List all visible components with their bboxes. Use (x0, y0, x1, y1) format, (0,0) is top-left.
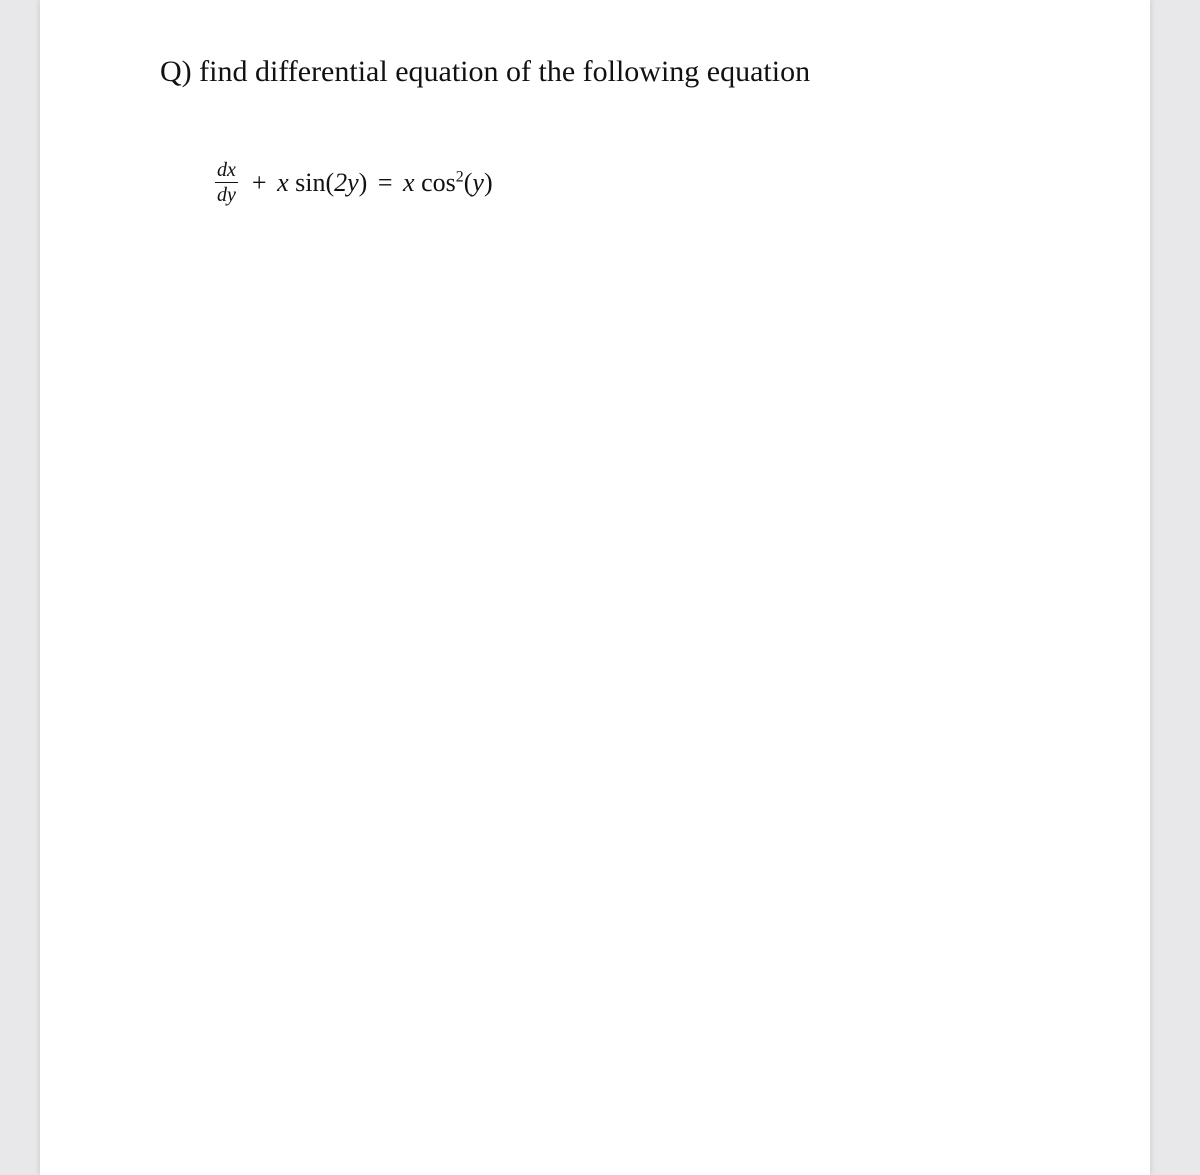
cos-function: cos (421, 168, 456, 197)
cos-exponent: 2 (456, 168, 464, 185)
equation-body: + x sin(2y) = x cos2(y) (248, 168, 493, 198)
equation: dx dy + x sin(2y) = x cos2(y) (215, 160, 493, 205)
fraction-dx-dy: dx dy (215, 160, 238, 205)
close-paren-2: ) (484, 168, 493, 197)
open-paren-1: ( (325, 168, 334, 197)
question-text: find differential equation of the follow… (199, 55, 810, 88)
question-line: Q) find differential equation of the fol… (160, 55, 810, 89)
document-page: Q) find differential equation of the fol… (40, 0, 1150, 1175)
variable-x-1: x (277, 168, 289, 197)
sin-function: sin (295, 168, 325, 197)
cos-argument: y (472, 168, 484, 197)
plus-sign: + (252, 168, 267, 197)
fraction-denominator: dy (215, 182, 238, 205)
equals-sign: = (378, 168, 393, 197)
question-label: Q) (160, 55, 192, 88)
fraction-numerator: dx (215, 160, 238, 182)
close-paren-1: ) (359, 168, 368, 197)
sin-argument: 2y (334, 168, 359, 197)
variable-x-2: x (403, 168, 415, 197)
